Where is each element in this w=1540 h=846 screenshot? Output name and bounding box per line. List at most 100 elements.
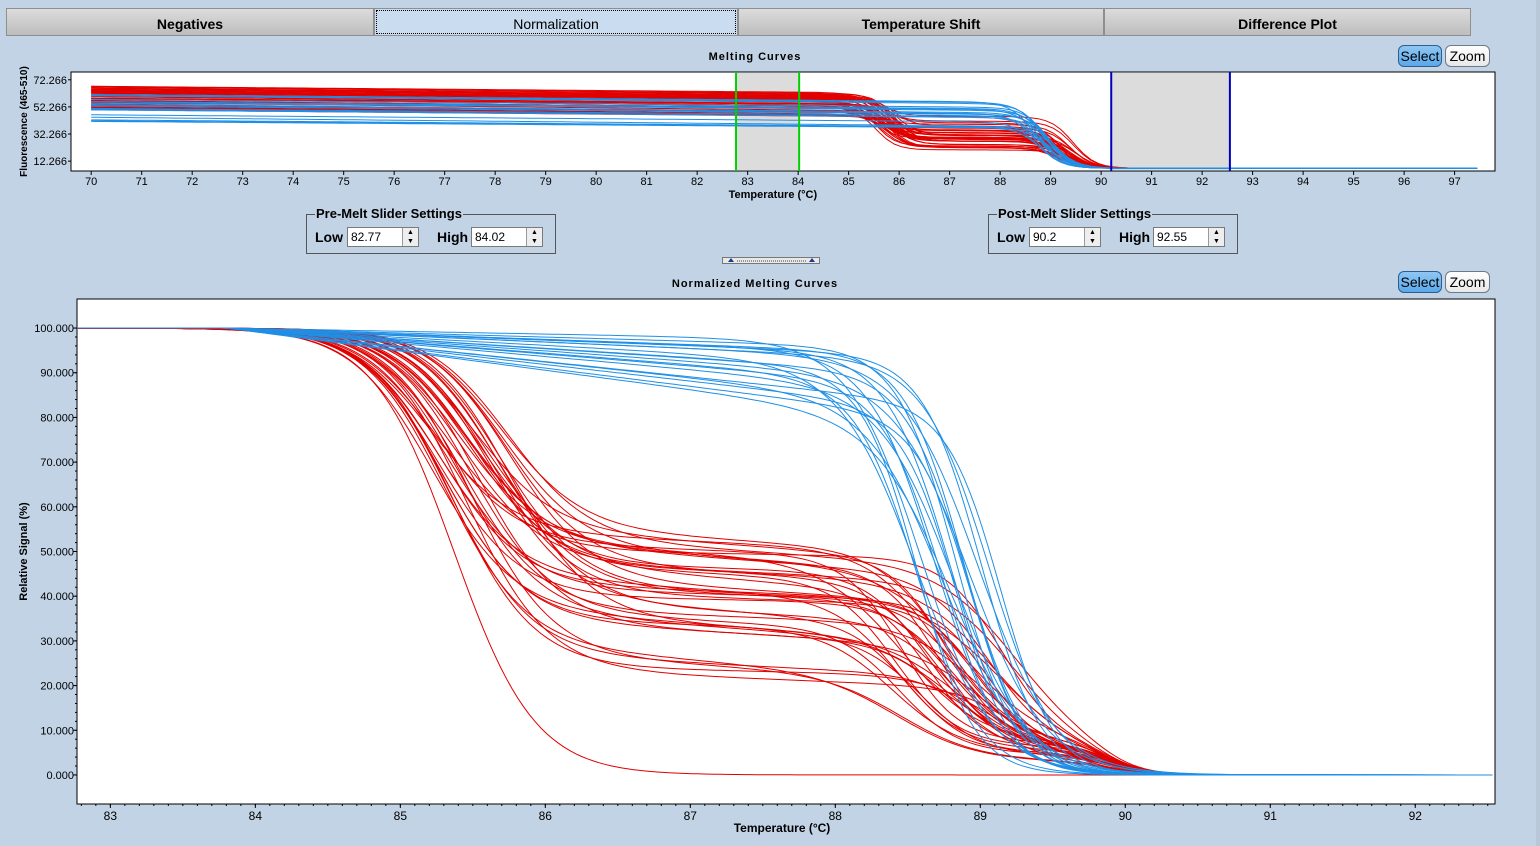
y-tick-label: 12.266 [33,156,67,168]
x-tick-label: 87 [944,176,956,188]
x-tick-label: 97 [1448,176,1460,188]
melting-curves-title: Melting Curves [708,51,802,63]
window-edge [1536,0,1540,846]
y-axis-label: Relative Signal (%) [18,502,30,601]
y-tick-label: 20.000 [40,681,74,693]
x-tick-label: 73 [237,176,249,188]
y-tick-label: 60.000 [40,502,74,514]
x-axis-label: Temperature (°C) [734,821,831,835]
splitter-up-icon[interactable] [809,258,815,262]
post-melt-slider-settings: Post-Melt Slider Settings Low 90.2 ▲ ▼ H… [988,206,1238,254]
blue-normalized-curve [77,327,1493,776]
y-tick-label: 32.266 [33,129,67,141]
tab-temperature-shift[interactable]: Temperature Shift [738,8,1104,36]
spin-down-icon[interactable]: ▼ [402,237,418,246]
pre-melt-low-label: Low [315,229,343,245]
post-melt-low-label: Low [997,229,1025,245]
spin-up-icon[interactable]: ▲ [402,228,418,237]
top-select-button[interactable]: Select [1398,45,1442,67]
x-tick-label: 91 [1145,176,1157,188]
post-melt-low-input[interactable]: 90.2 ▲ ▼ [1029,227,1101,247]
x-tick-label: 87 [684,809,698,823]
splitter-up-icon[interactable] [728,258,734,262]
post-melt-high-input[interactable]: 92.55 ▲ ▼ [1153,227,1225,247]
post-melt-high-value: 92.55 [1157,230,1188,244]
x-tick-label: 85 [394,809,408,823]
x-tick-label: 84 [249,809,263,823]
x-tick-label: 89 [1045,176,1057,188]
x-tick-label: 72 [186,176,198,188]
x-tick-label: 94 [1297,176,1309,188]
x-tick-label: 86 [893,176,905,188]
x-tick-label: 71 [136,176,148,188]
x-tick-label: 82 [691,176,703,188]
x-tick-label: 80 [590,176,602,188]
pre-melt-low-input[interactable]: 82.77 ▲ ▼ [347,227,419,247]
normalized-melting-curves-chart[interactable]: 83 84 85 86 87 88 89 90 91 92 100.000 90.000 80.000 7… [0,290,1540,842]
x-tick-label: 93 [1246,176,1258,188]
pre-melt-low-value: 82.77 [351,230,382,244]
normalized-melting-curves-title: Normalized Melting Curves [671,278,839,290]
x-tick-label: 76 [388,176,400,188]
x-tick-label: 79 [540,176,552,188]
x-tick-label: 92 [1409,809,1423,823]
x-tick-label: 85 [843,176,855,188]
melting-curves-chart[interactable]: 70 71 72 73 74 75 76 77 78 79 80 81 82 83 84 85 86 87 88 89… [0,60,1540,205]
bottom-zoom-button[interactable]: Zoom [1445,271,1490,293]
post-melt-title: Post-Melt Slider Settings [997,206,1153,221]
x-tick-label: 83 [104,809,118,823]
spin-down-icon[interactable]: ▼ [526,237,542,246]
x-tick-label: 86 [539,809,553,823]
x-tick-label: 96 [1398,176,1410,188]
spin-up-icon[interactable]: ▲ [1208,228,1224,237]
panel-splitter-handle[interactable] [722,257,820,264]
tab-normalization[interactable]: Normalization [374,8,738,36]
spin-down-icon[interactable]: ▼ [1208,237,1224,246]
y-tick-label: 100.000 [34,323,74,335]
post-melt-low-value: 90.2 [1033,230,1057,244]
y-tick-label: 72.266 [33,75,67,87]
y-tick-label: 0.000 [46,770,74,782]
x-tick-label: 83 [742,176,754,188]
x-axis-label: Temperature (°C) [729,189,818,201]
pre-melt-high-input[interactable]: 84.02 ▲ ▼ [471,227,543,247]
top-zoom-button[interactable]: Zoom [1445,45,1490,67]
y-tick-label: 10.000 [40,725,74,737]
x-tick-label: 74 [287,176,299,188]
y-tick-label: 40.000 [40,591,74,603]
spin-up-icon[interactable]: ▲ [526,228,542,237]
x-tick-label: 81 [641,176,653,188]
y-tick-label: 70.000 [40,457,74,469]
bottom-select-button[interactable]: Select [1398,271,1442,293]
pre-melt-title: Pre-Melt Slider Settings [315,206,463,221]
spin-down-icon[interactable]: ▼ [1084,237,1100,246]
y-tick-label: 50.000 [40,547,74,559]
pre-melt-region [736,73,800,170]
y-tick-label: 80.000 [40,412,74,424]
y-tick-label: 52.266 [33,102,67,114]
post-melt-high-label: High [1119,229,1151,245]
x-tick-label: 92 [1196,176,1208,188]
pre-melt-high-label: High [437,229,469,245]
tab-bar: Negatives Normalization Temperature Shif… [6,8,1471,38]
x-tick-label: 77 [439,176,451,188]
tab-negatives[interactable]: Negatives [6,8,374,36]
plot-area [76,298,1496,805]
y-tick-label: 90.000 [40,368,74,380]
x-tick-label: 90 [1119,809,1133,823]
blue-melt-curve [91,105,1478,169]
y-axis-label: Fluorescence (465-510) [19,66,30,177]
post-melt-region [1111,73,1230,170]
x-tick-label: 84 [792,176,804,188]
x-tick-label: 78 [489,176,501,188]
x-tick-label: 70 [85,176,97,188]
x-tick-label: 88 [829,809,843,823]
pre-melt-slider-settings: Pre-Melt Slider Settings Low 82.77 ▲ ▼ H… [306,206,556,254]
spin-up-icon[interactable]: ▲ [1084,228,1100,237]
tab-difference-plot[interactable]: Difference Plot [1104,8,1471,36]
x-tick-label: 88 [994,176,1006,188]
x-tick-label: 95 [1347,176,1359,188]
x-tick-label: 91 [1264,809,1278,823]
y-tick-label: 30.000 [40,636,74,648]
x-tick-label: 89 [974,809,988,823]
